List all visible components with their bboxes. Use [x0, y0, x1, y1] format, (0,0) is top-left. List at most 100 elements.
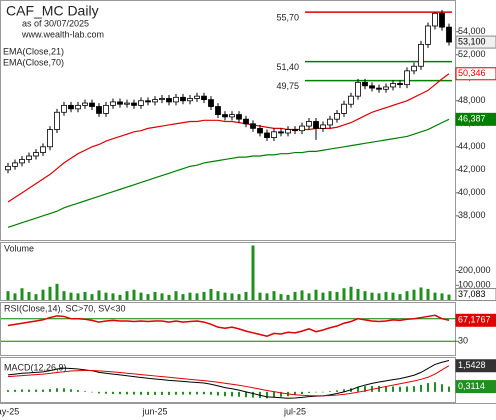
histogram-bar	[133, 391, 135, 395]
histogram-bar	[399, 386, 401, 392]
signal-line	[7, 365, 450, 397]
histogram-bar	[392, 386, 394, 392]
histogram-bar	[7, 390, 9, 392]
volume-bar	[300, 290, 304, 300]
volume-bar	[209, 288, 213, 300]
candle-body	[222, 114, 228, 118]
histogram-bar	[441, 384, 443, 392]
histogram-bar	[126, 391, 128, 395]
panel-title: MACD(12,26,9)	[4, 362, 67, 372]
candle-body	[369, 85, 375, 89]
y-tick-label: 30	[458, 336, 468, 346]
histogram-bar	[84, 391, 86, 392]
candle-body	[285, 129, 291, 134]
y-tick-label: 200,000	[458, 265, 491, 275]
histogram-bar	[336, 390, 338, 392]
value-box	[455, 380, 496, 394]
volume-bar	[62, 291, 66, 300]
candle-body	[75, 104, 81, 110]
volume-bar	[426, 288, 430, 300]
candle-body	[432, 12, 438, 27]
candle-body	[26, 155, 32, 160]
volume-bar	[230, 293, 234, 300]
candle-body	[264, 132, 270, 138]
volume-bar	[216, 291, 220, 300]
candle-body	[138, 100, 144, 106]
volume-bar	[377, 293, 381, 300]
volume-bar	[244, 291, 248, 300]
candle-body	[341, 103, 347, 114]
candle-body	[124, 102, 130, 105]
histogram-bar	[105, 391, 107, 394]
histogram-bar	[147, 391, 149, 395]
candle-body	[320, 124, 326, 129]
value-label: 37,083	[458, 289, 486, 299]
histogram-bar	[77, 390, 79, 392]
histogram-bar	[434, 382, 436, 392]
candle-body	[236, 114, 242, 120]
volume-bar	[167, 294, 171, 300]
candle-body	[61, 104, 67, 113]
histogram-bar	[203, 391, 205, 395]
histogram-bar	[252, 391, 254, 398]
volume-bar	[27, 291, 31, 300]
candle-body	[145, 100, 151, 103]
y-tick-label: 48,000	[458, 95, 486, 105]
candle-body	[383, 86, 389, 90]
volume-bar	[13, 293, 17, 300]
volume-bar	[251, 245, 255, 300]
panel-title: RSI(Close,14), SC>70, SV<30	[4, 303, 126, 313]
volume-bar	[433, 292, 437, 300]
volume-bar	[356, 288, 360, 300]
volume-bar	[419, 287, 423, 300]
histogram-bar	[35, 389, 37, 392]
volume-bar	[202, 291, 206, 300]
rsi-line	[7, 314, 450, 337]
histogram-bar	[154, 391, 156, 395]
value-label: 67,1767	[458, 315, 491, 325]
candle-body	[397, 83, 403, 86]
histogram-bar	[217, 391, 219, 396]
candle-body	[439, 12, 445, 28]
histogram-bar	[224, 391, 226, 397]
volume-bar	[69, 292, 73, 300]
panel-title: Volume	[4, 243, 34, 253]
candle-body	[411, 65, 417, 72]
histogram-bar	[49, 389, 51, 392]
candle-body	[208, 99, 214, 107]
candle-body	[166, 98, 172, 103]
candle-body	[376, 87, 382, 90]
rsi-panel	[0, 302, 456, 356]
histogram-bar	[280, 391, 282, 397]
x-tick-label: jun-25	[141, 406, 167, 416]
chart-title: CAF_MC Daily	[6, 3, 99, 19]
candle-body	[173, 96, 179, 103]
volume-bar	[139, 292, 143, 300]
histogram-bar	[91, 391, 93, 393]
macd-panel	[0, 357, 456, 403]
histogram-bar	[70, 389, 72, 392]
histogram-bar	[364, 386, 366, 392]
volume-bar	[293, 291, 297, 300]
candle-body	[180, 96, 186, 102]
ema-line	[7, 73, 450, 203]
candle-body	[194, 95, 200, 99]
volume-bar	[286, 294, 290, 300]
value-box	[455, 359, 496, 373]
y-tick-label: 40,000	[458, 187, 486, 197]
volume-bar	[405, 291, 409, 300]
candle-body	[47, 129, 53, 148]
volume-bar	[447, 294, 451, 300]
value-label: 53,100	[458, 36, 486, 46]
histogram-bar	[231, 391, 233, 397]
histogram-bar	[98, 391, 100, 394]
histogram-bar	[385, 386, 387, 392]
value-box	[455, 112, 496, 126]
volume-bar	[41, 289, 45, 300]
candle-body	[348, 95, 354, 105]
candle-body	[152, 99, 158, 103]
volume-bar	[307, 293, 311, 300]
volume-bar	[48, 286, 52, 300]
histogram-bar	[112, 391, 114, 395]
